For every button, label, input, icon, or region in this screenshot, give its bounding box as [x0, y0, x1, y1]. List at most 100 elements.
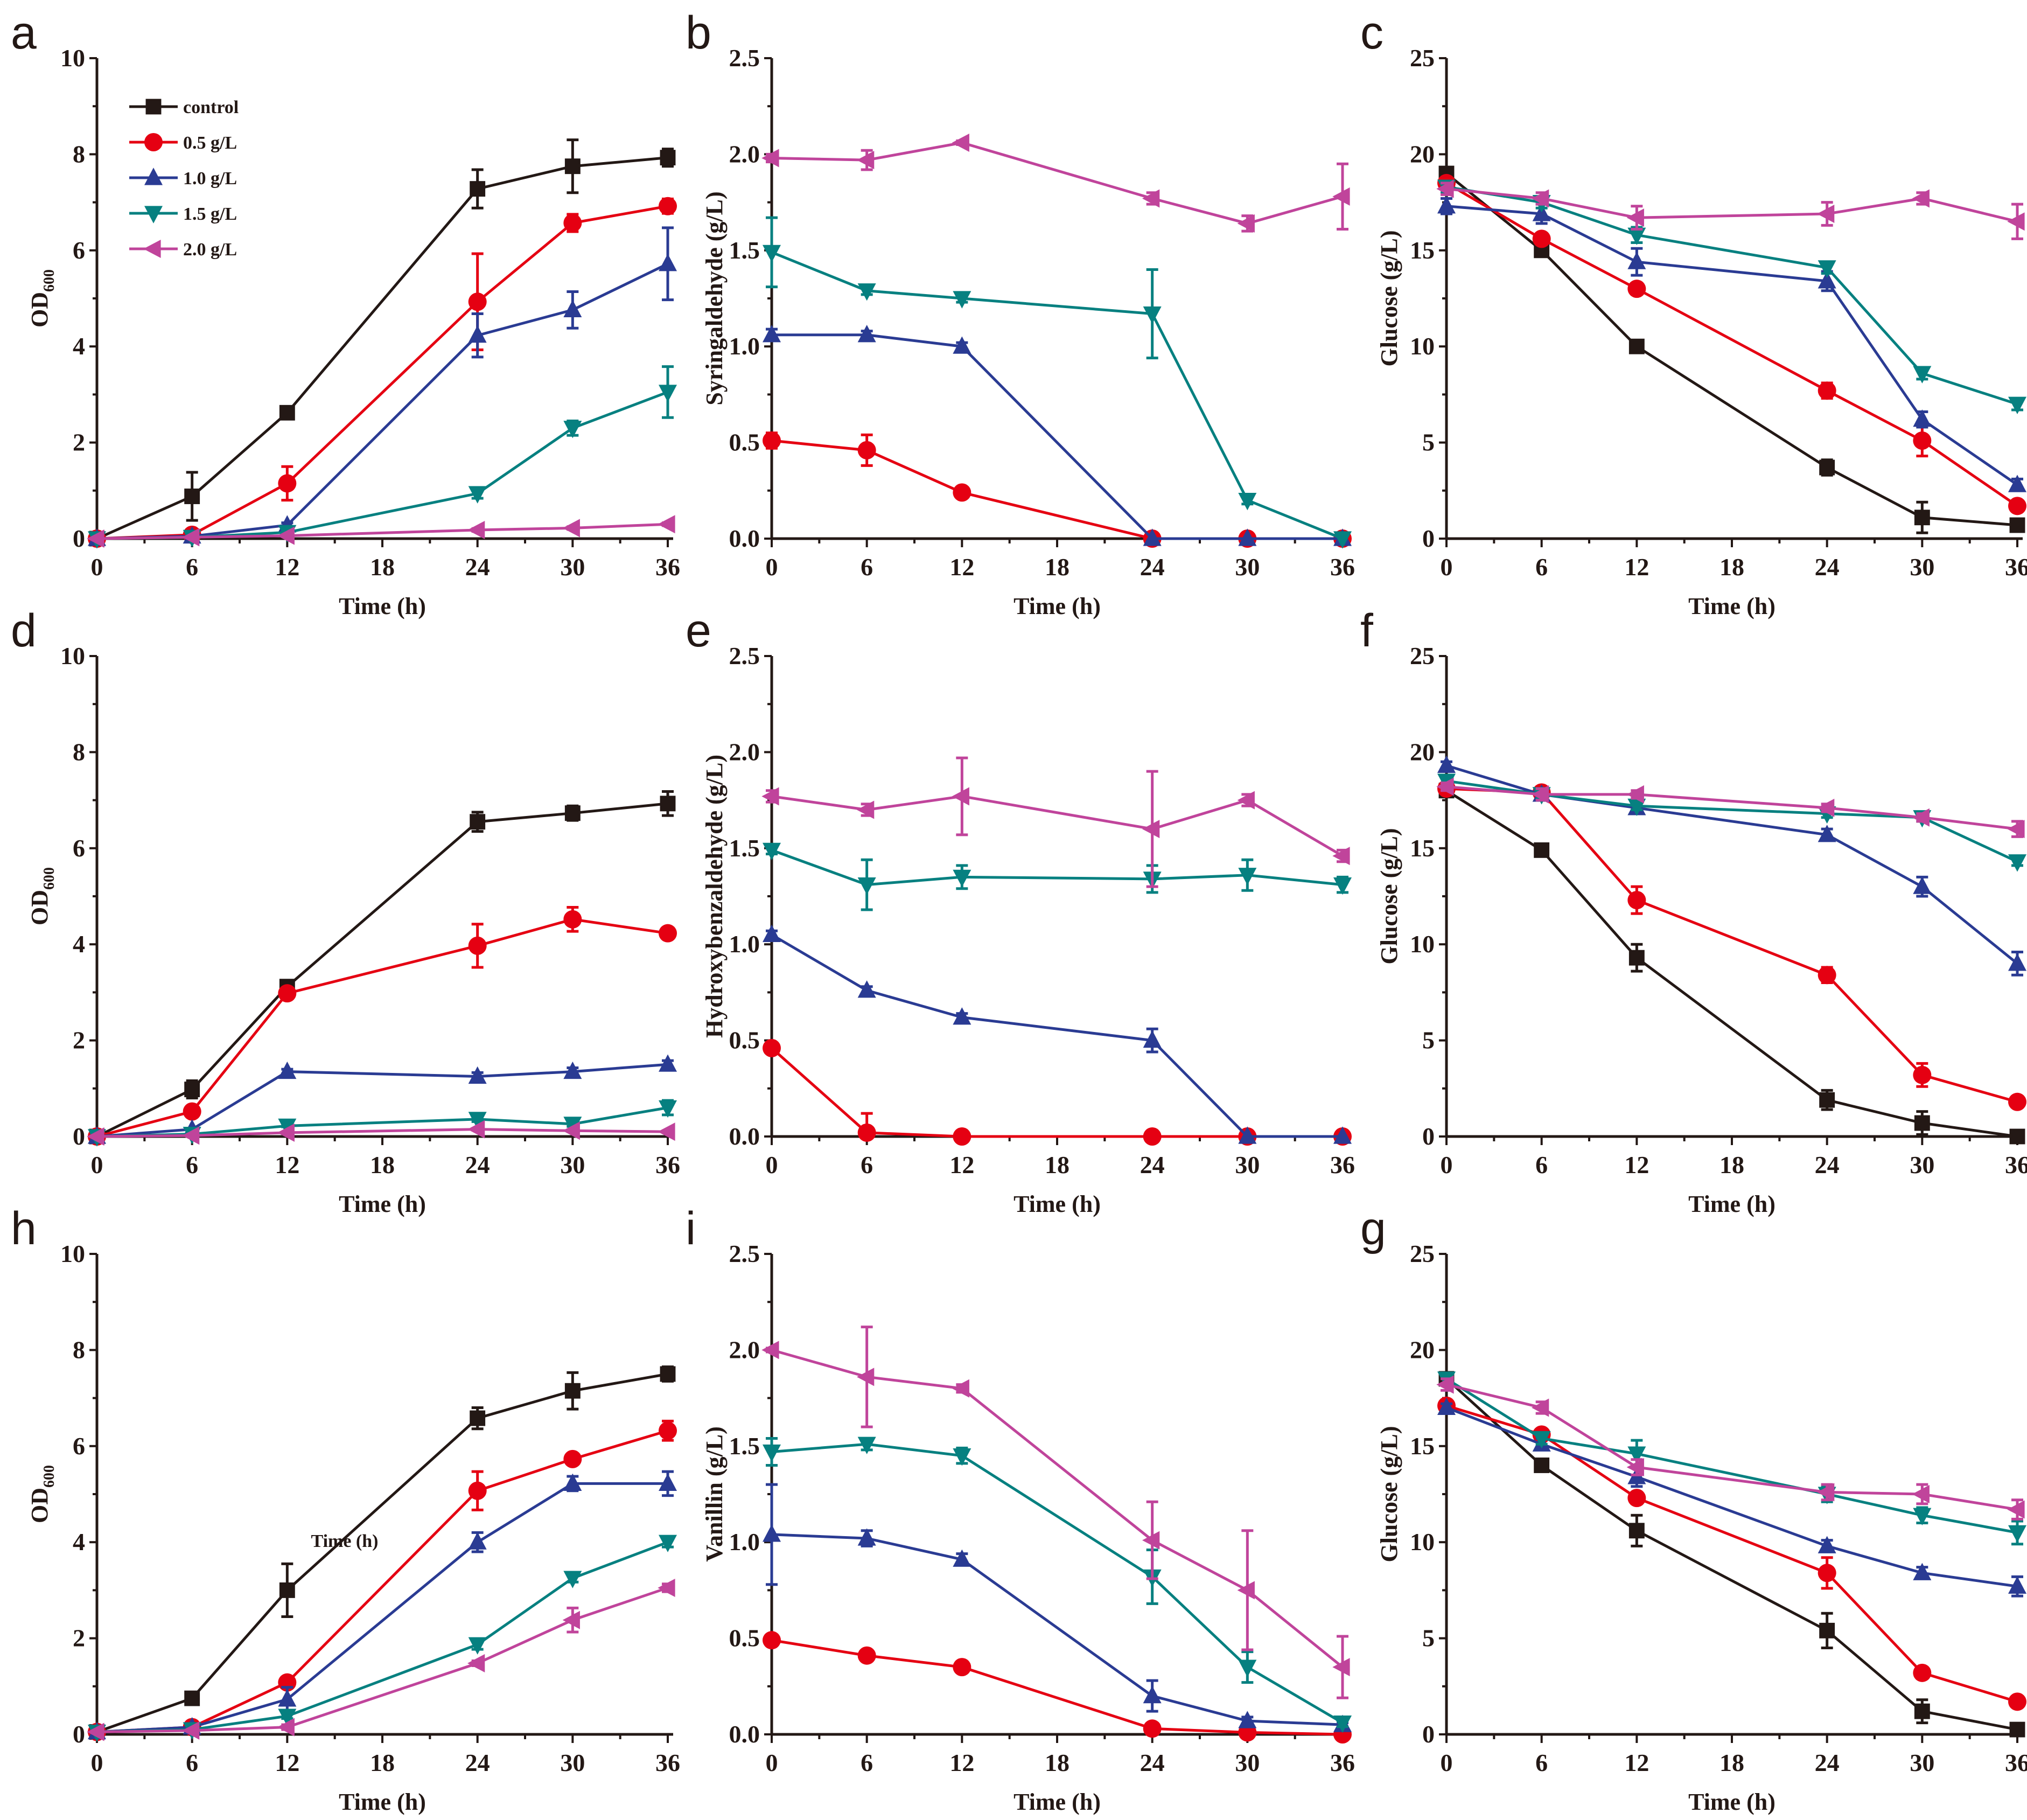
data-point — [1818, 260, 1836, 278]
data-point — [857, 877, 876, 895]
data-point — [857, 283, 876, 301]
data-point — [1436, 179, 1454, 198]
x-tick-label: 6 — [1535, 1749, 1548, 1776]
series-0-5-g-L — [1437, 779, 2026, 1111]
series-line — [771, 1348, 1344, 1669]
legend-item: 1.5 g/L — [129, 204, 237, 224]
data-point — [2008, 396, 2026, 414]
data-point — [1531, 1398, 1549, 1417]
y-tick-label: 0 — [73, 1720, 85, 1748]
data-point — [563, 1117, 582, 1134]
y-tick-label: 6 — [73, 834, 85, 862]
series-line — [96, 156, 668, 540]
series-control — [89, 1365, 676, 1740]
series-line — [96, 1429, 668, 1734]
data-point — [1818, 1536, 1836, 1553]
y-tick-label: 2.5 — [729, 44, 760, 72]
data-point — [87, 529, 104, 548]
data-point — [470, 814, 486, 830]
data-point — [1437, 755, 1456, 773]
data-point — [953, 1658, 971, 1677]
x-tick-label: 24 — [1815, 553, 1840, 581]
y-tick-label: 8 — [73, 140, 85, 168]
data-point — [1913, 409, 1932, 427]
series-line — [771, 1442, 1344, 1724]
y-axis-label: OD600 — [26, 269, 58, 327]
x-tick-label: 12 — [949, 553, 974, 581]
series-line — [771, 251, 1343, 540]
legend-item: 0.5 g/L — [129, 133, 237, 153]
data-point — [563, 421, 582, 438]
data-point — [953, 483, 971, 502]
data-point — [470, 1410, 486, 1426]
data-point — [1627, 252, 1646, 269]
series-line — [96, 918, 668, 1138]
data-point — [1913, 1663, 1932, 1682]
y-tick-label: 0 — [1422, 525, 1435, 552]
data-point — [563, 1473, 582, 1491]
data-point — [1819, 1092, 1835, 1108]
data-point — [1912, 189, 1930, 208]
y-tick-label: 15 — [1410, 1432, 1435, 1460]
series-line — [1446, 1404, 2018, 1703]
series-line — [96, 1482, 668, 1734]
series-control — [1438, 165, 2025, 534]
y-tick-label: 10 — [1410, 930, 1435, 958]
panel-d: d 0 2 4 6 8 10 0 6 12 18 24 30 36 Time (h) OD600 — [0, 598, 680, 1217]
x-tick-label: 24 — [1140, 553, 1165, 581]
data-point — [1534, 1458, 1550, 1473]
series-control — [89, 790, 676, 1145]
y-tick-label: 2 — [73, 429, 85, 456]
series-line — [96, 1372, 668, 1733]
data-point — [658, 1578, 675, 1597]
y-tick-label: 1.5 — [729, 236, 760, 264]
series-line — [96, 1063, 668, 1138]
data-point — [468, 1481, 487, 1500]
x-axis-label: Time (h) — [339, 593, 426, 619]
y-tick-label: 2 — [73, 1027, 85, 1054]
data-point — [1142, 189, 1160, 208]
data-point — [87, 1127, 104, 1146]
y-tick-label: 6 — [73, 236, 85, 264]
data-point — [952, 1379, 969, 1398]
x-tick-label: 36 — [2005, 1749, 2027, 1776]
data-point — [277, 526, 295, 545]
panel-b: b 0.0 0.5 1.0 1.5 2.0 2.5 0 6 12 18 24 30 36 Time (h) S… — [675, 0, 1355, 619]
series-1-0-g-L — [763, 325, 1352, 546]
series-line — [1446, 187, 2018, 223]
y-tick-label: 2 — [73, 1624, 85, 1652]
data-point — [857, 1528, 876, 1546]
series-line — [96, 1540, 668, 1734]
x-tick-label: 6 — [1535, 553, 1548, 581]
series-line — [1446, 785, 2018, 831]
data-point — [1238, 1711, 1257, 1728]
data-point — [763, 1524, 781, 1542]
data-point — [184, 1082, 200, 1098]
data-point — [1532, 1431, 1551, 1449]
data-point — [1819, 459, 1835, 476]
panel-a: a 0 2 4 6 8 10 0 6 12 18 24 30 36 Time (h) OD600 control… — [0, 0, 680, 619]
data-point — [562, 1121, 580, 1140]
series-line — [96, 1128, 668, 1138]
data-point — [1531, 785, 1549, 804]
panel-letter: h — [11, 1203, 37, 1254]
x-tick-label: 36 — [1330, 1151, 1355, 1179]
y-tick-label: 0.0 — [729, 525, 760, 552]
data-point — [1436, 777, 1454, 796]
x-tick-label: 12 — [1624, 553, 1649, 581]
data-point — [1626, 785, 1644, 804]
data-point — [470, 181, 486, 197]
series-0-5-g-L — [88, 906, 677, 1146]
data-point — [953, 291, 971, 309]
data-point — [857, 1437, 876, 1454]
series-line — [96, 1586, 668, 1734]
legend-label: 1.5 g/L — [183, 204, 237, 224]
data-point — [2007, 1500, 2025, 1519]
x-tick-label: 30 — [560, 1749, 585, 1776]
data-point — [1912, 808, 1930, 827]
data-point — [1333, 1715, 1352, 1733]
data-point — [563, 1571, 582, 1588]
data-point — [1913, 366, 1932, 383]
y-tick-label: 4 — [73, 332, 85, 360]
y-axis-label: OD600 — [26, 867, 58, 925]
